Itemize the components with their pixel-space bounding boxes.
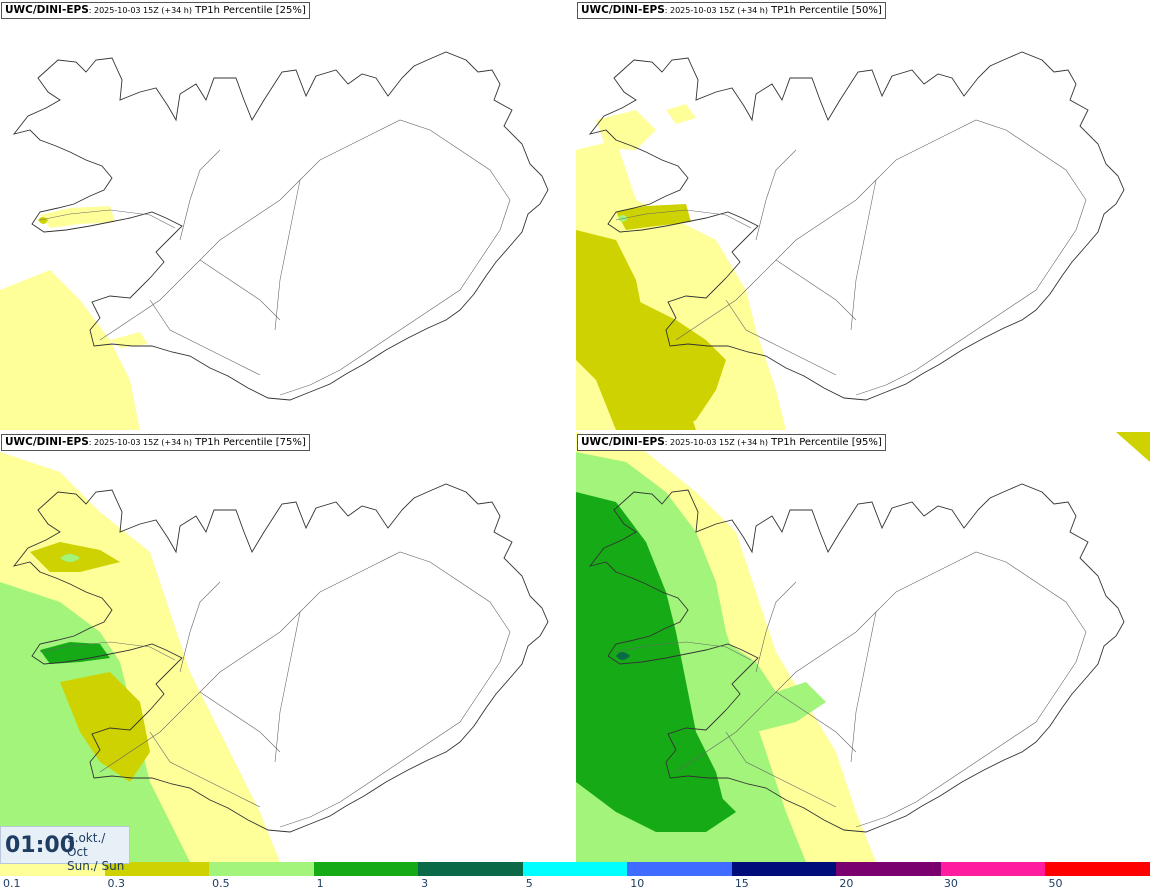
colorbar-label: 50 (1048, 877, 1063, 890)
colorbar-segment (209, 862, 315, 876)
run-time: : 2025-10-03 15Z (+34 h) (664, 438, 768, 447)
road-line (99, 119, 511, 396)
valid-date-line1: 5.okt./ Oct (67, 831, 106, 859)
coastline (588, 483, 1125, 833)
colorbar-label: 0.3 (107, 877, 126, 890)
precip-area (666, 104, 696, 124)
model-name: UWC/DINI-EPS (5, 436, 89, 448)
precip-area (60, 554, 80, 562)
precip-map (576, 432, 1150, 862)
precip-area (686, 642, 826, 732)
panel-title: UWC/DINI-EPS: 2025-10-03 15Z (+34 h) TP1… (577, 434, 886, 451)
road-line (149, 299, 261, 376)
road-line (615, 641, 752, 661)
map-panel-p50: UWC/DINI-EPS: 2025-10-03 15Z (+34 h) TP1… (576, 0, 1150, 430)
colorbar-label: 3 (421, 877, 429, 890)
run-time: : 2025-10-03 15Z (+34 h) (88, 6, 192, 15)
valid-time-box: 01:00 5.okt./ Oct Sun./ Sun (0, 826, 130, 873)
road-line (675, 119, 1087, 396)
precip-area (596, 110, 656, 150)
colorbar-label: 1 (316, 877, 324, 890)
road-line (615, 209, 752, 229)
road-line (99, 551, 511, 828)
panel-title: UWC/DINI-EPS: 2025-10-03 15Z (+34 h) TP1… (577, 2, 886, 19)
colorbar-segment (522, 862, 628, 876)
colorbar-label: 5 (525, 877, 533, 890)
valid-date: 5.okt./ Oct Sun./ Sun (67, 831, 129, 873)
colorbar-segment (418, 862, 524, 876)
precip-map (576, 51, 1125, 430)
colorbar-segment (627, 862, 733, 876)
precip-map (0, 51, 549, 430)
colorbar-label: 30 (943, 877, 958, 890)
coastline (12, 483, 549, 833)
map-panel-p95: UWC/DINI-EPS: 2025-10-03 15Z (+34 h) TP1… (576, 432, 1150, 862)
colorbar-label: 15 (734, 877, 749, 890)
road-line (149, 731, 261, 808)
model-name: UWC/DINI-EPS (581, 4, 665, 16)
precip-area (60, 672, 150, 782)
colorbar (0, 862, 1150, 876)
road-line (179, 581, 221, 673)
panel-title: UWC/DINI-EPS: 2025-10-03 15Z (+34 h) TP1… (1, 434, 310, 451)
road-line (199, 259, 281, 321)
precip-area (616, 204, 691, 230)
road-line (675, 551, 1087, 828)
colorbar-segment (836, 862, 942, 876)
road-line (775, 691, 857, 753)
precip-area (40, 642, 110, 664)
valid-date-line2: Sun./ Sun (67, 859, 125, 873)
product-name: TP1h Percentile [95%] (771, 437, 882, 448)
colorbar-label: 0.5 (212, 877, 230, 890)
road-line (39, 641, 176, 661)
precip-area (1116, 432, 1150, 462)
road-line (274, 179, 301, 331)
run-time: : 2025-10-03 15Z (+34 h) (664, 6, 768, 15)
colorbar-segment (0, 862, 106, 876)
road-line (725, 731, 837, 808)
colorbar-label: 10 (630, 877, 645, 890)
road-line (725, 299, 837, 376)
precip-area (616, 782, 736, 832)
valid-time: 01:00 (5, 833, 76, 858)
product-name: TP1h Percentile [50%] (771, 5, 882, 16)
precip-area (0, 270, 140, 430)
road-line (179, 149, 221, 241)
coastline (588, 51, 1125, 401)
colorbar-label: 0.1 (3, 877, 21, 890)
precip-area (616, 652, 630, 660)
precip-area (636, 300, 726, 430)
map-panel-p75: UWC/DINI-EPS: 2025-10-03 15Z (+34 h) TP1… (0, 432, 574, 862)
road-line (755, 581, 797, 673)
road-line (755, 149, 797, 241)
colorbar-label: 20 (839, 877, 854, 890)
colorbar-segment (1045, 862, 1150, 876)
colorbar-segment (104, 862, 210, 876)
precip-area (576, 492, 726, 832)
colorbar-labels: 0.1 0.3 0.5 1 3 5 10 15 20 30 50 (0, 876, 1150, 891)
panel-title: UWC/DINI-EPS: 2025-10-03 15Z (+34 h) TP1… (1, 2, 310, 19)
model-name: UWC/DINI-EPS (581, 436, 665, 448)
coastline (12, 51, 549, 401)
precip-map (0, 452, 549, 862)
product-name: TP1h Percentile [25%] (195, 5, 306, 16)
road-line (775, 259, 857, 321)
road-line (274, 611, 301, 763)
model-name: UWC/DINI-EPS (5, 4, 89, 16)
colorbar-segment (731, 862, 837, 876)
run-time: : 2025-10-03 15Z (+34 h) (88, 438, 192, 447)
colorbar-segment (313, 862, 419, 876)
road-line (850, 611, 877, 763)
road-line (39, 209, 176, 229)
product-name: TP1h Percentile [75%] (195, 437, 306, 448)
road-line (850, 179, 877, 331)
colorbar-segment (940, 862, 1046, 876)
precip-area (110, 332, 148, 348)
map-panel-p25: UWC/DINI-EPS: 2025-10-03 15Z (+34 h) TP1… (0, 0, 574, 430)
road-line (199, 691, 281, 753)
